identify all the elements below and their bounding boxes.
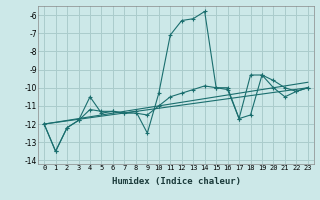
X-axis label: Humidex (Indice chaleur): Humidex (Indice chaleur) <box>111 177 241 186</box>
